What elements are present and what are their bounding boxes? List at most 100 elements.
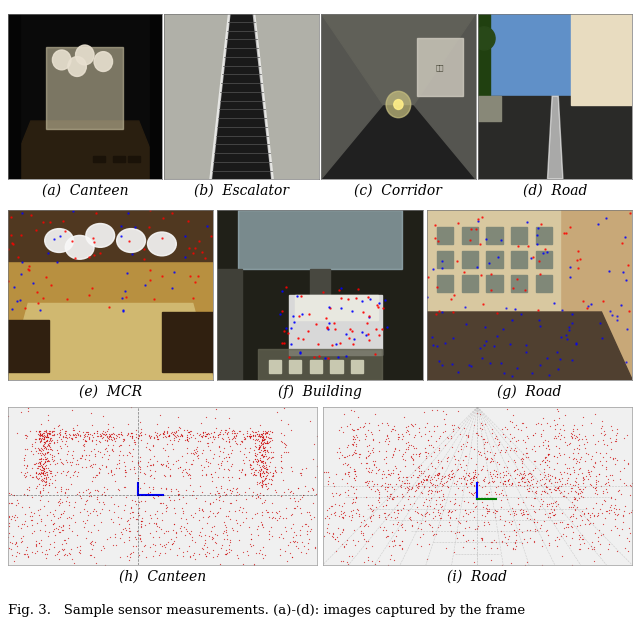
Point <box>250 441 260 451</box>
Point <box>518 509 528 519</box>
Point <box>178 548 188 558</box>
Point <box>210 467 220 477</box>
Point <box>163 422 173 432</box>
Point <box>202 438 212 448</box>
Point <box>427 474 437 484</box>
Point <box>383 465 393 475</box>
Point <box>380 478 390 488</box>
Point <box>181 497 191 507</box>
Point <box>463 430 473 440</box>
Point <box>108 428 118 438</box>
Point <box>41 553 51 563</box>
Point <box>149 451 159 461</box>
Point <box>52 448 63 458</box>
Point <box>238 455 248 465</box>
Point <box>34 538 44 548</box>
Point <box>312 461 323 471</box>
Point <box>614 504 624 514</box>
Point <box>116 512 126 522</box>
Point <box>460 523 470 533</box>
Point <box>125 548 136 558</box>
Point <box>530 446 540 456</box>
Point <box>419 428 429 438</box>
Point <box>257 456 267 466</box>
Point <box>516 454 527 464</box>
Point <box>573 479 583 489</box>
Point <box>125 432 135 442</box>
Point <box>218 447 228 457</box>
Point <box>338 427 348 437</box>
Point <box>78 427 88 437</box>
Point <box>609 500 620 510</box>
Point <box>102 435 112 445</box>
Point <box>85 507 95 517</box>
Point <box>21 521 31 531</box>
Point <box>224 452 234 462</box>
Point <box>390 512 401 522</box>
Point <box>267 512 277 522</box>
Point <box>364 536 374 546</box>
Point <box>460 505 470 515</box>
Point <box>552 419 563 429</box>
Point <box>182 525 192 535</box>
Point <box>47 478 57 487</box>
Point <box>196 419 207 428</box>
Point <box>429 422 439 432</box>
Point <box>119 435 129 445</box>
Point <box>52 458 62 468</box>
Point <box>229 432 239 442</box>
Point <box>406 420 417 430</box>
Point <box>256 428 266 438</box>
Point <box>33 463 43 473</box>
Point <box>263 438 273 448</box>
Point <box>128 507 138 517</box>
Point <box>239 458 249 468</box>
Point <box>297 492 307 502</box>
Point <box>211 530 221 540</box>
Point <box>606 421 616 431</box>
Point <box>202 518 212 528</box>
Point <box>171 427 181 437</box>
Point <box>496 526 506 536</box>
Point <box>400 483 410 492</box>
Point <box>13 497 23 507</box>
Point <box>96 432 106 442</box>
Point <box>367 556 378 566</box>
Point <box>557 517 567 527</box>
Point <box>126 504 136 514</box>
Point <box>522 537 532 546</box>
Point <box>35 426 45 436</box>
Point <box>242 431 252 441</box>
Point <box>141 442 152 452</box>
Point <box>206 469 216 479</box>
Point <box>449 547 460 557</box>
Point <box>40 437 51 446</box>
Point <box>479 443 489 453</box>
Point <box>79 504 89 514</box>
Point <box>35 469 45 479</box>
Point <box>360 453 371 463</box>
Point <box>522 448 532 458</box>
Point <box>342 478 353 487</box>
Point <box>239 450 249 460</box>
Point <box>48 526 58 536</box>
Point <box>364 463 374 473</box>
Point <box>209 427 219 437</box>
Point <box>536 489 547 499</box>
Point <box>259 428 269 438</box>
Point <box>200 454 211 464</box>
Point <box>549 464 559 474</box>
Point <box>66 543 76 553</box>
Point <box>575 532 585 542</box>
Point <box>546 478 556 488</box>
Point <box>392 500 403 510</box>
Point <box>221 549 232 559</box>
Point <box>24 485 34 495</box>
Point <box>212 432 223 442</box>
Point <box>20 468 30 478</box>
Point <box>162 502 172 512</box>
Point <box>344 551 355 561</box>
Point <box>202 429 212 439</box>
Point <box>387 527 397 537</box>
Point <box>491 466 501 476</box>
